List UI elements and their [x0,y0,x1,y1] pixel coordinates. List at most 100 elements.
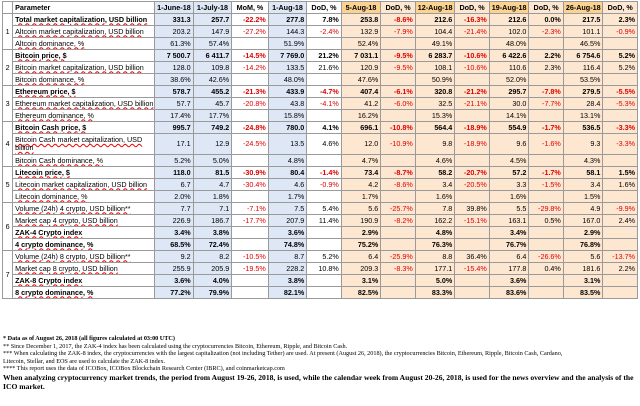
table-row: Market cap 4 crypto, USD billion 226.9 186… [3,214,638,227]
table-row: Litecoin market capitalization, USD bill… [3,178,638,191]
table-cell: 5.6 [340,202,382,215]
column-header: 26-Aug-18 [562,1,604,14]
table-cell: 209.3 [340,262,382,275]
table-cell: 77.2% [154,286,194,299]
table-cell: 118.0 [154,166,194,179]
table-cell: -10.6% [454,49,490,62]
table-cell: 13.1% [562,109,604,122]
table-cell: -2.3% [528,25,564,38]
table-cell: 7 031.1 [340,49,382,62]
group-number: 4 [1,121,14,167]
table-cell: 72.4% [192,238,233,251]
table-cell: 48.0% [267,73,308,86]
table-cell: 38.6% [154,73,194,86]
table-cell: 279.5 [562,85,604,98]
analysis-period-note: When analyzing cryptocurrency market tre… [3,372,634,391]
table-cell: 455.2 [192,85,233,98]
table-cell [306,154,342,167]
table-cell: -2.4% [306,25,342,38]
table-cell: 3.1% [340,274,382,287]
table-cell: 6 283.7 [414,49,456,62]
table-cell: 3.4 [414,178,456,191]
table-cell: -18.9% [454,121,490,134]
parameter-label: Volume (24h) 8 crypto, USD billion** [12,250,156,263]
table-cell: -9.9% [602,202,638,215]
table-cell: 257.7 [192,13,233,26]
table-cell: -15.4% [454,262,490,275]
footnote-4: **** This report uses the data of ICOBox… [3,365,285,373]
table-cell: 228.2 [267,262,308,275]
table-cell: -1.7% [528,166,564,179]
table-cell: -1.5% [528,178,564,191]
table-cell: -14.5% [231,49,269,62]
table-cell: -17.7% [231,214,269,227]
table-cell: 42.6% [192,73,233,86]
table-cell [602,226,638,239]
table-cell: 15.8% [267,109,308,122]
table-cell: -24.8% [231,121,269,134]
table-cell [380,109,416,122]
table-cell: 7.7 [154,202,194,215]
table-cell: -14.2% [231,61,269,74]
table-cell [380,37,416,50]
table-cell [528,238,564,251]
table-cell: -29.8% [528,202,564,215]
table-cell: 82.1% [267,286,308,299]
table-cell: 12.9 [192,133,233,155]
table-cell: -8.6% [380,13,416,26]
table-cell: 536.5 [562,121,604,134]
table-cell: 3.4 [562,178,604,191]
column-header: 12-Aug-18 [414,1,456,14]
table-cell: 0.5% [528,214,564,227]
parameter-label: Market cap 4 crypto, USD billion [12,214,156,227]
table-cell: -21.1% [454,97,490,110]
table-cell: 1.8% [192,190,233,203]
table-cell: 331.3 [154,13,194,26]
table-row: 2 Bitcoin price, $7 500.7 6 411.7 -14.5% 7 7… [1,49,638,86]
table-cell: 8.2 [192,250,233,263]
table-cell: 2.2% [602,262,638,275]
table-cell: 17.4% [154,109,194,122]
table-cell: 52.4% [340,37,382,50]
table-row: Market cap 8 crypto, USD billion 255.9 205… [3,262,638,275]
table-cell: -1.7% [528,121,564,134]
table-cell [528,190,564,203]
table-row: Altcoin market capitalization, USD billi… [3,25,638,38]
table-cell: 83.5% [562,286,604,299]
table-cell: 58.2 [414,166,456,179]
table-cell: 181.6 [562,262,604,275]
table-row: 6 Volume (24h) 4 crypto, USD billion** 7.7… [1,202,638,251]
group-number: 7 [1,250,14,299]
parameter-label: Litecoin market capitalization, USD bill… [12,178,156,191]
footnote-3-cont: Litecoin, Stellar, and EOS are used to c… [3,357,166,365]
table-cell: 2.0% [154,190,194,203]
table-cell: 58.1 [562,166,604,179]
table-row: Bitcoin Cash market capitalization, USD … [3,133,638,155]
table-cell [602,286,638,299]
table-cell: 4.9 [562,202,604,215]
table-cell: 13.5 [267,133,308,155]
table-cell [528,37,564,50]
table-cell [380,190,416,203]
table-cell: 144.3 [267,25,308,38]
table-header-row: Parameter 1-June-18 1-July-18 MoM, % 1-Aug-1… [1,1,638,14]
table-cell: 564.4 [414,121,456,134]
parameter-label: Bitcoin Cash price, $ [12,121,156,134]
table-cell: 177.8 [488,262,530,275]
table-cell: 162.2 [414,214,456,227]
table-row: 5 Litecoin price, $118.0 81.5 -30.9% 80.4 -1.… [1,166,638,203]
table-cell: 52.0% [488,73,530,86]
table-cell: 6 411.7 [192,49,233,62]
table-cell [306,73,342,86]
table-cell: 407.4 [340,85,382,98]
table-cell: -4.7% [306,85,342,98]
parameter-label: Bitcoin dominance, % [12,73,156,86]
column-header: DoD, % [528,1,564,14]
table-cell: 75.2% [340,238,382,251]
table-cell [528,109,564,122]
table-cell [231,73,269,86]
column-header: DoD, % [380,1,416,14]
table-cell [380,73,416,86]
table-cell: 7.8% [306,13,342,26]
table-cell: 6 422.6 [488,49,530,62]
